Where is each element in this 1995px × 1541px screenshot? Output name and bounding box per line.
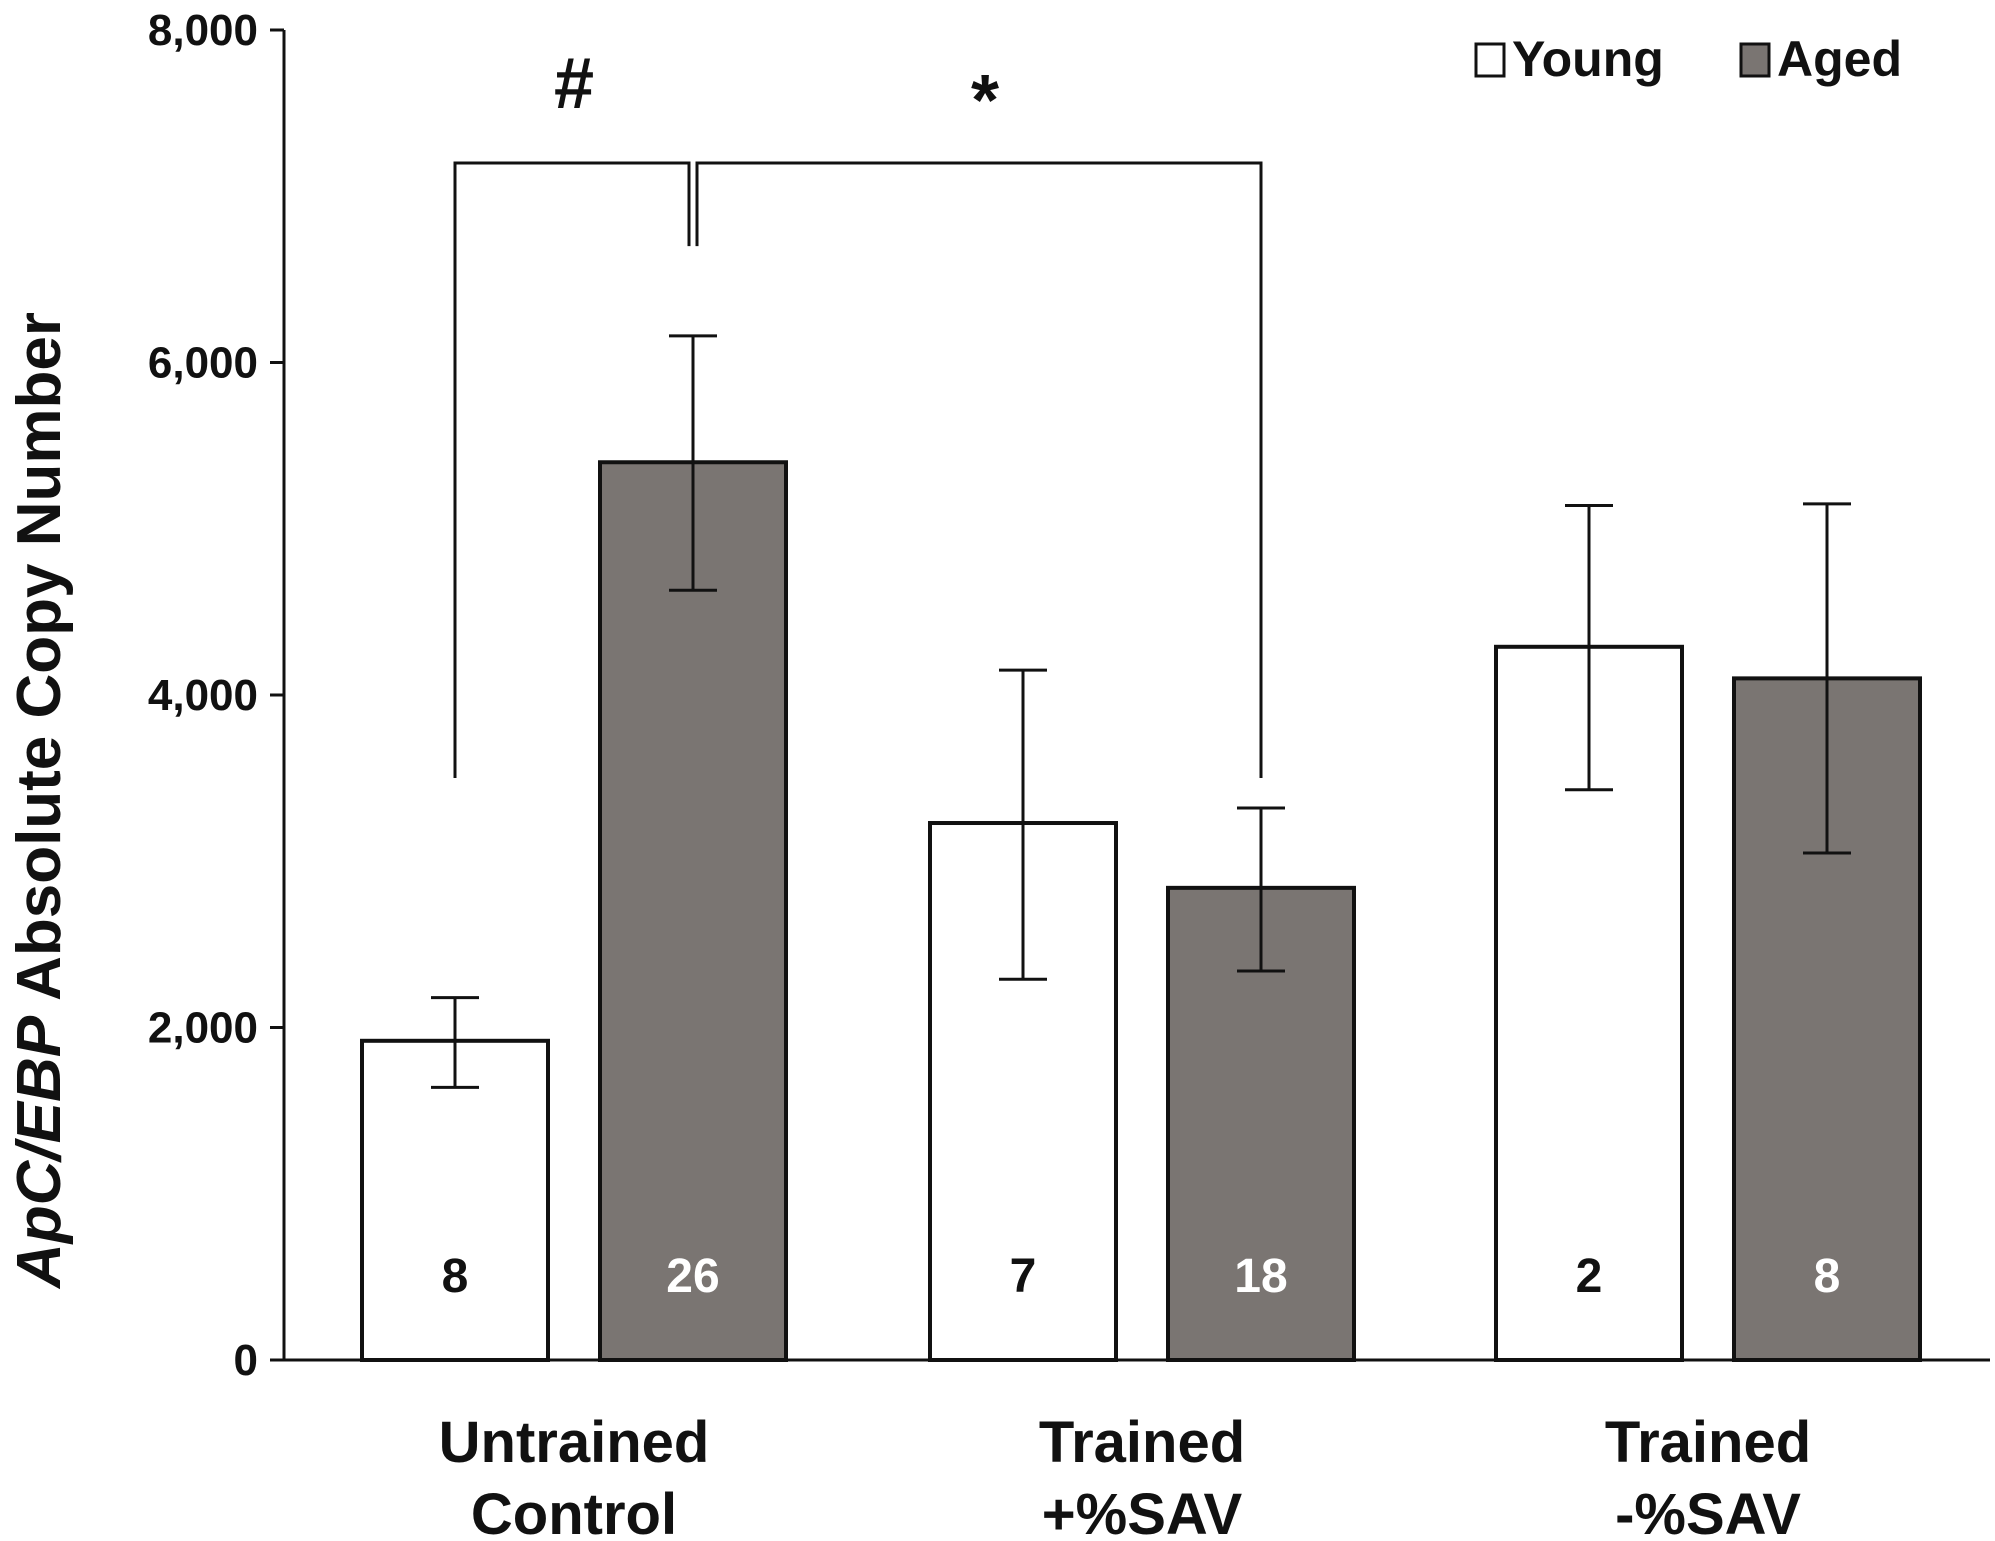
x-category-label: -%SAV <box>1615 1482 1801 1541</box>
n-label: 2 <box>1576 1250 1603 1303</box>
x-category-label: Trained <box>1605 1410 1811 1475</box>
legend-swatch-aged <box>1739 42 1771 78</box>
y-tick-label: 6,000 <box>148 339 258 388</box>
y-axis: 0 2,000 4,000 6,000 8,000 <box>148 6 286 1385</box>
y-tick-label: 4,000 <box>148 671 258 720</box>
y-axis-label-rest: Absolute Copy Number <box>5 312 74 1016</box>
bar-aged <box>598 460 788 1362</box>
significance-star: * <box>971 61 999 141</box>
x-category-label: Trained <box>1039 1410 1245 1475</box>
bracket-star <box>695 161 1263 778</box>
n-label: 7 <box>1010 1250 1037 1303</box>
y-axis-label: ApC/EBP Absolute Copy Number <box>5 312 74 1290</box>
n-label: 8 <box>1814 1250 1841 1303</box>
legend-label-aged: Aged <box>1777 31 1902 87</box>
significance-hash: # <box>554 44 594 124</box>
y-tick-label: 8,000 <box>148 6 258 55</box>
error-bars <box>431 334 1851 1089</box>
x-axis: Untrained Control Trained +%SAV Trained -%SAV <box>284 1358 1990 1541</box>
n-label: 18 <box>1234 1250 1287 1303</box>
y-axis-label-italic: ApC/EBP <box>5 1015 74 1290</box>
legend: Young Aged <box>1474 31 1902 87</box>
x-category-label: +%SAV <box>1042 1482 1243 1541</box>
x-category-label: Untrained <box>439 1410 710 1475</box>
significance-brackets: # * <box>453 44 1263 778</box>
n-label: 8 <box>442 1250 469 1303</box>
n-label: 26 <box>666 1250 719 1303</box>
legend-swatch-young <box>1474 42 1506 78</box>
bars <box>360 460 1922 1363</box>
bracket-hash <box>453 161 691 778</box>
legend-label-young: Young <box>1512 31 1664 87</box>
x-category-label: Control <box>471 1482 677 1541</box>
y-tick-label: 2,000 <box>148 1004 258 1053</box>
n-labels: 8 7 2 26 18 8 <box>442 1250 1841 1303</box>
y-tick-label: 0 <box>234 1336 258 1385</box>
